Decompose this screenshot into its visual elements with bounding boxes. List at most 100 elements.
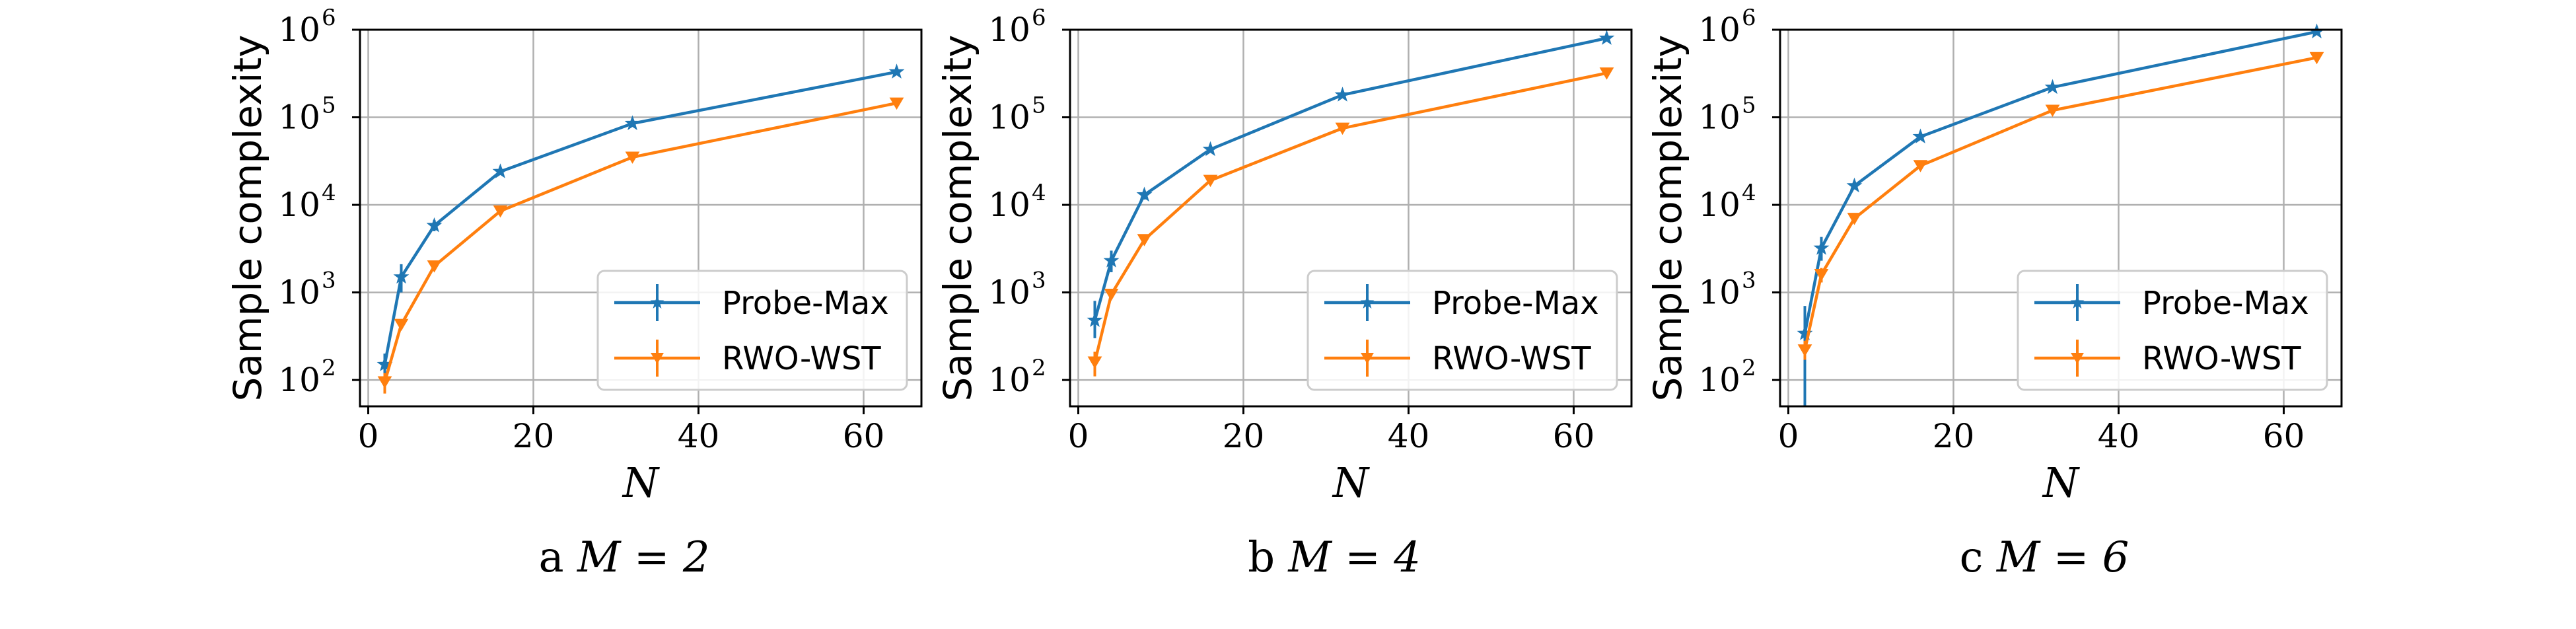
plot-area	[1779, 28, 2343, 408]
data-point-triangle	[2309, 52, 2324, 65]
y-tick-exponent: 5	[1742, 92, 1756, 119]
panel-caption: a M = 2	[538, 533, 709, 582]
legend-marker-triangle	[1361, 353, 1374, 364]
caption-prefix: c	[1960, 533, 1984, 582]
data-point-triangle	[1087, 356, 1102, 369]
data-point-triangle	[1104, 289, 1119, 301]
y-tick-label: 10	[1698, 274, 1740, 312]
data-point-triangle	[1203, 174, 1218, 188]
series-probe-max	[1797, 23, 2325, 406]
x-tick-label: 20	[1933, 417, 1975, 455]
legend-marker-star	[1360, 295, 1375, 309]
y-tick-label: 10	[278, 11, 320, 49]
x-tick-label: 20	[513, 417, 555, 455]
caption-spacer	[1275, 533, 1288, 582]
x-tick-label: 0	[1778, 417, 1799, 455]
legend-label: RWO-WST	[722, 340, 881, 377]
y-tick-exponent: 5	[1032, 92, 1046, 119]
data-point-triangle	[1913, 160, 1928, 172]
y-tick-exponent: 3	[322, 268, 336, 294]
series-line	[1803, 30, 2317, 334]
caption-prefix: a	[538, 533, 563, 582]
data-point-star	[492, 163, 509, 178]
data-point-triangle	[1797, 344, 1812, 357]
series-rwo-wst	[1797, 52, 2324, 360]
x-tick-label: 60	[843, 417, 885, 455]
caption-math: M = 4	[1287, 533, 1421, 582]
y-tick-exponent: 4	[1742, 180, 1756, 206]
legend-label: Probe-Max	[2142, 285, 2309, 322]
legend-label: RWO-WST	[2142, 340, 2301, 377]
caption-math: M = 2	[577, 533, 710, 582]
y-tick-label: 10	[278, 186, 320, 224]
legend: Probe-Max RWO-WST	[2017, 270, 2328, 391]
y-tick-exponent: 2	[1032, 355, 1046, 381]
x-tick-label: 0	[1068, 417, 1089, 455]
x-axis-label: N	[1332, 459, 1371, 507]
y-tick-label: 10	[988, 274, 1030, 312]
y-tick-label: 10	[1698, 361, 1740, 399]
caption-math: M = 6	[1996, 533, 2129, 582]
data-point-triangle	[1137, 234, 1152, 246]
plot-area	[359, 28, 923, 408]
y-tick-exponent: 2	[322, 355, 336, 381]
x-axis-label: N	[622, 459, 661, 507]
x-axis-label: N	[2042, 459, 2081, 507]
series-probe-max	[376, 63, 905, 377]
legend-marker-star	[650, 295, 664, 309]
legend-label: RWO-WST	[1432, 340, 1591, 377]
y-axis-label: Sample complexity	[1645, 35, 1690, 402]
y-tick-label: 10	[988, 11, 1030, 49]
data-point-triangle	[1847, 213, 1862, 225]
x-tick-label: 0	[358, 417, 379, 455]
series-rwo-wst	[377, 97, 904, 394]
y-tick-label: 10	[278, 274, 320, 312]
legend-box	[596, 270, 908, 391]
y-tick-exponent: 4	[1032, 180, 1046, 206]
legend: Probe-Max RWO-WST	[1306, 270, 1618, 391]
x-tick-label: 20	[1223, 417, 1265, 455]
data-point-star	[2044, 79, 2061, 94]
data-point-star	[1912, 128, 1929, 143]
y-tick-exponent: 2	[1742, 355, 1756, 381]
legend-marker-triangle	[2071, 353, 2084, 364]
data-point-triangle	[625, 151, 640, 164]
y-tick-exponent: 6	[1032, 5, 1046, 31]
x-tick-label: 40	[1388, 417, 1430, 455]
data-point-triangle	[1599, 67, 1614, 80]
legend-marker-star	[2070, 295, 2085, 309]
data-point-triangle	[427, 260, 442, 273]
panel-caption: c M = 6	[1960, 533, 2129, 582]
y-tick-label: 10	[988, 98, 1030, 137]
y-tick-label: 10	[1698, 11, 1740, 49]
caption-spacer	[1983, 533, 1996, 582]
legend: Probe-Max RWO-WST	[596, 270, 908, 391]
data-point-triangle	[1335, 122, 1350, 135]
data-point-star	[393, 268, 410, 284]
y-tick-label: 10	[988, 361, 1030, 399]
x-tick-label: 40	[2098, 417, 2140, 455]
y-tick-exponent: 3	[1742, 268, 1756, 294]
data-point-triangle	[2045, 104, 2060, 118]
data-point-star	[1136, 186, 1153, 202]
data-point-star	[1334, 87, 1351, 102]
legend-marker-triangle	[651, 353, 664, 364]
caption-spacer	[564, 533, 577, 582]
data-point-star	[888, 63, 905, 79]
y-tick-exponent: 5	[322, 92, 336, 119]
legend-label: Probe-Max	[722, 285, 889, 322]
data-point-triangle	[394, 318, 409, 332]
data-point-star	[2308, 23, 2325, 39]
series-probe-max	[1087, 30, 1615, 338]
panel-caption: b M = 4	[1248, 533, 1421, 582]
data-point-star	[1103, 252, 1120, 268]
series-line	[1803, 56, 2317, 351]
caption-prefix: b	[1248, 533, 1275, 582]
y-tick-label: 10	[988, 186, 1030, 224]
data-point-triangle	[889, 97, 904, 110]
data-point-star	[1202, 141, 1219, 157]
y-tick-label: 10	[1698, 98, 1740, 137]
